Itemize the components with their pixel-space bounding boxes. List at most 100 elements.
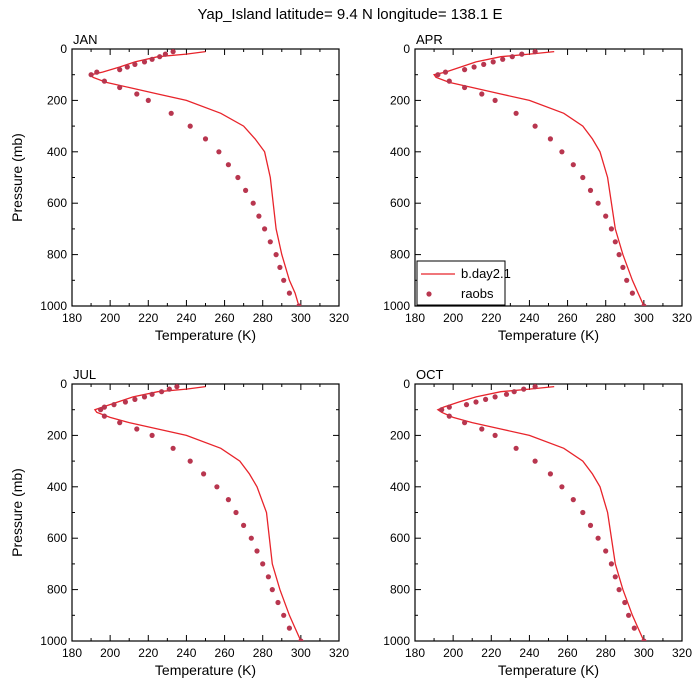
data-point-raobs (612, 239, 618, 245)
data-point-raobs (134, 426, 140, 432)
y-tick-label: 600 (390, 531, 410, 545)
data-point-raobs (513, 445, 519, 451)
y-tick-label: 1000 (40, 634, 67, 648)
y-tick-label: 800 (390, 248, 410, 262)
series-line-model (89, 50, 300, 306)
x-tick-label: 280 (253, 646, 273, 660)
data-point-raobs (94, 69, 100, 75)
x-tick-label: 300 (634, 311, 654, 325)
x-tick-label: 200 (443, 646, 463, 660)
x-tick-label: 260 (215, 311, 235, 325)
x-tick-label: 180 (62, 311, 82, 325)
plot-area (432, 49, 647, 306)
x-tick-label: 320 (329, 646, 349, 660)
panel-jul: JUL 180 200 220 240 260 280 300 320 0 200 400 600 800… (9, 367, 349, 678)
data-point-raobs (159, 389, 165, 395)
data-point-raobs (595, 200, 601, 206)
panel-oct: OCT 180 200 220 240 260 280 300 320 0 200 400 600 800… (383, 367, 692, 678)
panel-jan: JAN 180 200 220 240 260 280 300 320 0 200 400 600 800… (9, 32, 349, 343)
data-point-raobs (277, 264, 283, 270)
x-tick-label: 320 (672, 311, 692, 325)
data-point-raobs (446, 413, 452, 419)
data-point-raobs (608, 561, 615, 567)
x-axis-label: Temperature (K) (498, 327, 599, 343)
panel-title: OCT (416, 367, 444, 382)
data-point-raobs (149, 432, 155, 438)
data-point-raobs (235, 174, 241, 181)
series-line-model (93, 385, 302, 641)
y-tick-label: 600 (390, 196, 410, 210)
data-point-raobs (241, 522, 247, 529)
data-point-raobs (134, 91, 140, 97)
data-point-raobs (612, 574, 618, 580)
data-point-raobs (629, 290, 636, 296)
data-point-raobs (202, 136, 209, 142)
data-point-raobs (132, 61, 138, 67)
x-tick-label: 240 (176, 646, 196, 660)
data-point-raobs (620, 264, 626, 270)
data-point-raobs (111, 402, 117, 408)
x-axis-label: Temperature (K) (498, 662, 599, 678)
data-point-raobs (141, 394, 148, 400)
data-point-raobs (483, 396, 489, 402)
panel-title: JAN (73, 32, 98, 47)
data-point-raobs (233, 509, 239, 516)
y-tick-label: 600 (47, 196, 67, 210)
data-point-raobs (547, 471, 554, 477)
plot-frame (414, 383, 683, 642)
data-point-raobs (559, 149, 565, 155)
data-point-raobs (481, 61, 487, 67)
data-point-raobs (225, 497, 231, 503)
plot-area (436, 384, 647, 641)
data-point-raobs (626, 612, 632, 618)
x-tick-label: 240 (519, 311, 539, 325)
x-tick-label: 300 (634, 646, 654, 660)
data-point-raobs (201, 471, 207, 477)
data-point-raobs (101, 404, 107, 410)
y-tick-label: 200 (47, 93, 67, 107)
data-point-raobs (492, 394, 498, 400)
data-point-raobs (446, 78, 452, 84)
data-point-raobs (580, 174, 586, 181)
data-point-raobs (174, 384, 180, 390)
data-point-raobs (214, 484, 220, 490)
data-point-raobs (521, 386, 527, 392)
data-point-raobs (616, 587, 622, 593)
x-axis-label: Temperature (K) (155, 662, 256, 678)
y-tick-label: 1000 (383, 634, 410, 648)
x-tick-label: 300 (291, 311, 311, 325)
x-tick-label: 200 (443, 311, 463, 325)
data-point-raobs (88, 72, 94, 78)
plot-frame (71, 383, 340, 642)
data-point-raobs (631, 625, 637, 631)
data-point-raobs (168, 110, 174, 116)
legend-label-raobs: raobs (461, 286, 494, 301)
data-point-raobs (492, 97, 498, 103)
y-tick-label: 200 (390, 93, 410, 107)
x-tick-label: 220 (138, 311, 158, 325)
data-point-raobs (587, 522, 594, 529)
data-point-raobs (170, 49, 176, 55)
y-tick-label: 200 (390, 428, 410, 442)
data-point-raobs (547, 136, 554, 142)
x-tick-label: 180 (405, 311, 425, 325)
y-axis-label: Pressure (mb) (9, 133, 25, 222)
figure-title: Yap_Island latitude= 9.4 N longitude= 13… (198, 6, 503, 23)
data-point-raobs (162, 51, 168, 57)
data-point-raobs (262, 226, 268, 232)
x-tick-label: 180 (62, 646, 82, 660)
x-tick-label: 240 (519, 646, 539, 660)
data-point-raobs (559, 484, 565, 490)
data-point-raobs (281, 612, 287, 618)
data-point-raobs (166, 386, 172, 392)
data-point-raobs (587, 187, 594, 193)
data-point-raobs (149, 391, 155, 397)
x-axis-label: Temperature (K) (155, 327, 256, 343)
data-point-raobs (248, 535, 254, 541)
data-point-raobs (145, 97, 151, 103)
data-point-raobs (281, 277, 287, 283)
data-point-raobs (519, 51, 525, 57)
y-tick-label: 1000 (383, 299, 410, 313)
plot-area (88, 49, 302, 306)
